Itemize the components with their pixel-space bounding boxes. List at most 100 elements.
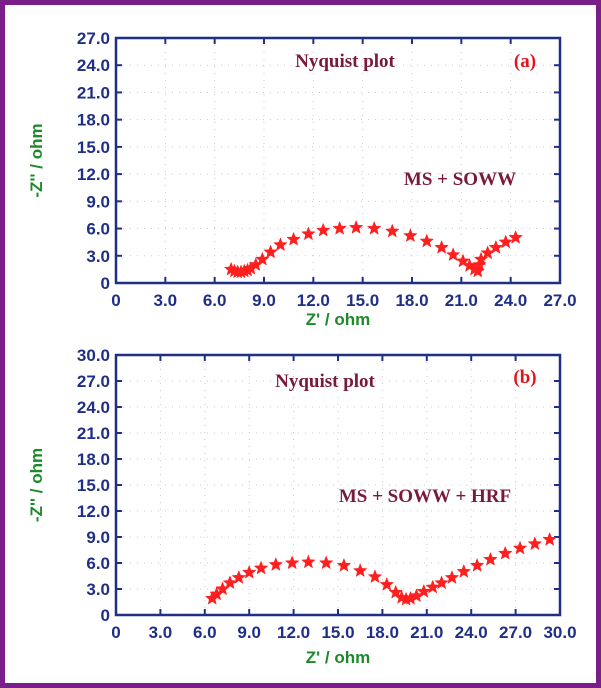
plot-frame bbox=[114, 353, 562, 617]
data-point-star bbox=[483, 551, 498, 566]
x-tick-label: 18.0 bbox=[366, 623, 399, 642]
data-point-star bbox=[419, 233, 435, 248]
data-point-star bbox=[488, 239, 504, 254]
data-point-star bbox=[336, 557, 352, 572]
y-tick-label: 24.0 bbox=[77, 398, 110, 417]
y-tick-label: 0 bbox=[101, 274, 110, 293]
x-axis-label: Z' / ohm bbox=[306, 648, 370, 667]
y-tick-label: 21.0 bbox=[77, 83, 110, 102]
panel-b: 0 3.0 6.0 9.0 12.0 15.0 18.0 21.0 24.0 27.0 30.0 0 3… bbox=[27, 346, 577, 667]
y-tick-label: 24.0 bbox=[77, 56, 110, 75]
x-tick-label: 21.0 bbox=[410, 623, 443, 642]
y-tick-label: 9.0 bbox=[86, 528, 110, 547]
x-tick-label: 12.0 bbox=[277, 623, 310, 642]
y-tick-label: 9.0 bbox=[86, 192, 110, 211]
y-tick-label: 6.0 bbox=[86, 554, 110, 573]
nyquist-figure: 0 3.0 6.0 9.0 12.0 15.0 18.0 21.0 24.0 27.0 0 3.0 6.… bbox=[27, 29, 577, 667]
x-tick-label: 6.0 bbox=[193, 623, 217, 642]
y-axis-label: -Z'' / ohm bbox=[27, 448, 46, 522]
x-tick-label: 15.0 bbox=[346, 291, 379, 310]
data-point-star bbox=[425, 579, 441, 594]
x-tick-label: 24.0 bbox=[455, 623, 488, 642]
data-point-star bbox=[253, 560, 269, 575]
data-point-star bbox=[222, 575, 238, 590]
data-point-star bbox=[379, 576, 395, 591]
plot-frame bbox=[114, 36, 562, 285]
data-point-star bbox=[469, 557, 485, 572]
data-point-star bbox=[456, 563, 472, 578]
x-tick-label: 15.0 bbox=[321, 623, 354, 642]
y-tick-label: 27.0 bbox=[77, 29, 110, 48]
data-point-star bbox=[348, 219, 364, 234]
data-point-star bbox=[263, 244, 278, 259]
data-point-star bbox=[497, 545, 513, 560]
y-tick-label: 6.0 bbox=[86, 220, 110, 239]
x-tick-label: 3.0 bbox=[149, 623, 173, 642]
data-point-star bbox=[352, 563, 368, 578]
data-point-star bbox=[542, 531, 557, 546]
data-series bbox=[223, 219, 523, 279]
y-tick-label: 12.0 bbox=[77, 502, 110, 521]
grid bbox=[115, 354, 561, 616]
data-point-star bbox=[498, 234, 514, 249]
y-tick-label: 0 bbox=[101, 606, 110, 625]
x-tick-label: 3.0 bbox=[154, 291, 178, 310]
chart-title: Nyquist plot bbox=[295, 51, 395, 72]
data-point-star bbox=[241, 564, 257, 579]
data-point-star bbox=[284, 555, 300, 570]
panel-a: 0 3.0 6.0 9.0 12.0 15.0 18.0 21.0 24.0 27.0 0 3.0 6.… bbox=[27, 29, 577, 329]
data-point-star bbox=[434, 575, 449, 590]
sample-annotation: MS + SOWW bbox=[404, 169, 516, 190]
x-tick-label: 0 bbox=[111, 291, 120, 310]
figure-frame: 0 3.0 6.0 9.0 12.0 15.0 18.0 21.0 24.0 27.0 0 3.0 6.… bbox=[5, 5, 596, 683]
data-point-star bbox=[268, 557, 284, 571]
x-tick-label: 18.0 bbox=[395, 291, 428, 310]
data-point-star bbox=[455, 253, 471, 268]
data-point-star bbox=[301, 554, 316, 569]
y-tick-label: 18.0 bbox=[77, 450, 110, 469]
y-tick-label: 3.0 bbox=[86, 580, 110, 599]
data-point-star bbox=[403, 228, 418, 243]
data-point-star bbox=[416, 583, 432, 598]
x-tick-label: 6.0 bbox=[203, 291, 227, 310]
x-tick-label: 21.0 bbox=[445, 291, 478, 310]
x-tick-label: 24.0 bbox=[494, 291, 527, 310]
x-tick-label: 30.0 bbox=[543, 623, 576, 642]
data-point-star bbox=[444, 570, 460, 584]
panel-tag: (b) bbox=[513, 367, 536, 388]
data-point-star bbox=[384, 223, 400, 238]
data-point-star bbox=[508, 229, 523, 244]
y-tick-label: 3.0 bbox=[86, 247, 110, 266]
data-point-star bbox=[434, 239, 449, 254]
y-tick-label: 27.0 bbox=[77, 372, 110, 391]
data-point-star bbox=[527, 536, 543, 551]
y-tick-label: 30.0 bbox=[77, 346, 110, 365]
y-tick-label: 15.0 bbox=[77, 138, 110, 157]
x-tick-label: 9.0 bbox=[252, 291, 276, 310]
x-tick-label: 12.0 bbox=[297, 291, 330, 310]
chart-title: Nyquist plot bbox=[275, 371, 375, 392]
data-point-star bbox=[315, 222, 331, 237]
x-tick-label: 27.0 bbox=[499, 623, 532, 642]
data-point-star bbox=[512, 540, 528, 555]
data-point-star bbox=[318, 555, 334, 570]
y-tick-label: 21.0 bbox=[77, 424, 110, 443]
sample-annotation: MS + SOWW + HRF bbox=[339, 486, 511, 507]
data-point-star bbox=[286, 231, 301, 246]
x-tick-label: 0 bbox=[111, 623, 120, 642]
y-axis-label: -Z'' / ohm bbox=[27, 123, 46, 197]
x-axis-label: Z' / ohm bbox=[306, 310, 370, 329]
data-point-star bbox=[445, 247, 461, 262]
data-series bbox=[204, 531, 557, 606]
data-point-star bbox=[367, 569, 383, 584]
data-point-star bbox=[273, 237, 288, 252]
x-tick-label: 9.0 bbox=[237, 623, 261, 642]
panel-tag: (a) bbox=[514, 51, 536, 72]
data-point-star bbox=[366, 220, 382, 235]
y-tick-label: 12.0 bbox=[77, 165, 110, 184]
data-point-star bbox=[231, 570, 247, 584]
x-tick-label: 27.0 bbox=[543, 291, 576, 310]
data-point-star bbox=[301, 226, 316, 241]
y-tick-label: 18.0 bbox=[77, 111, 110, 130]
data-point-star bbox=[332, 220, 347, 235]
